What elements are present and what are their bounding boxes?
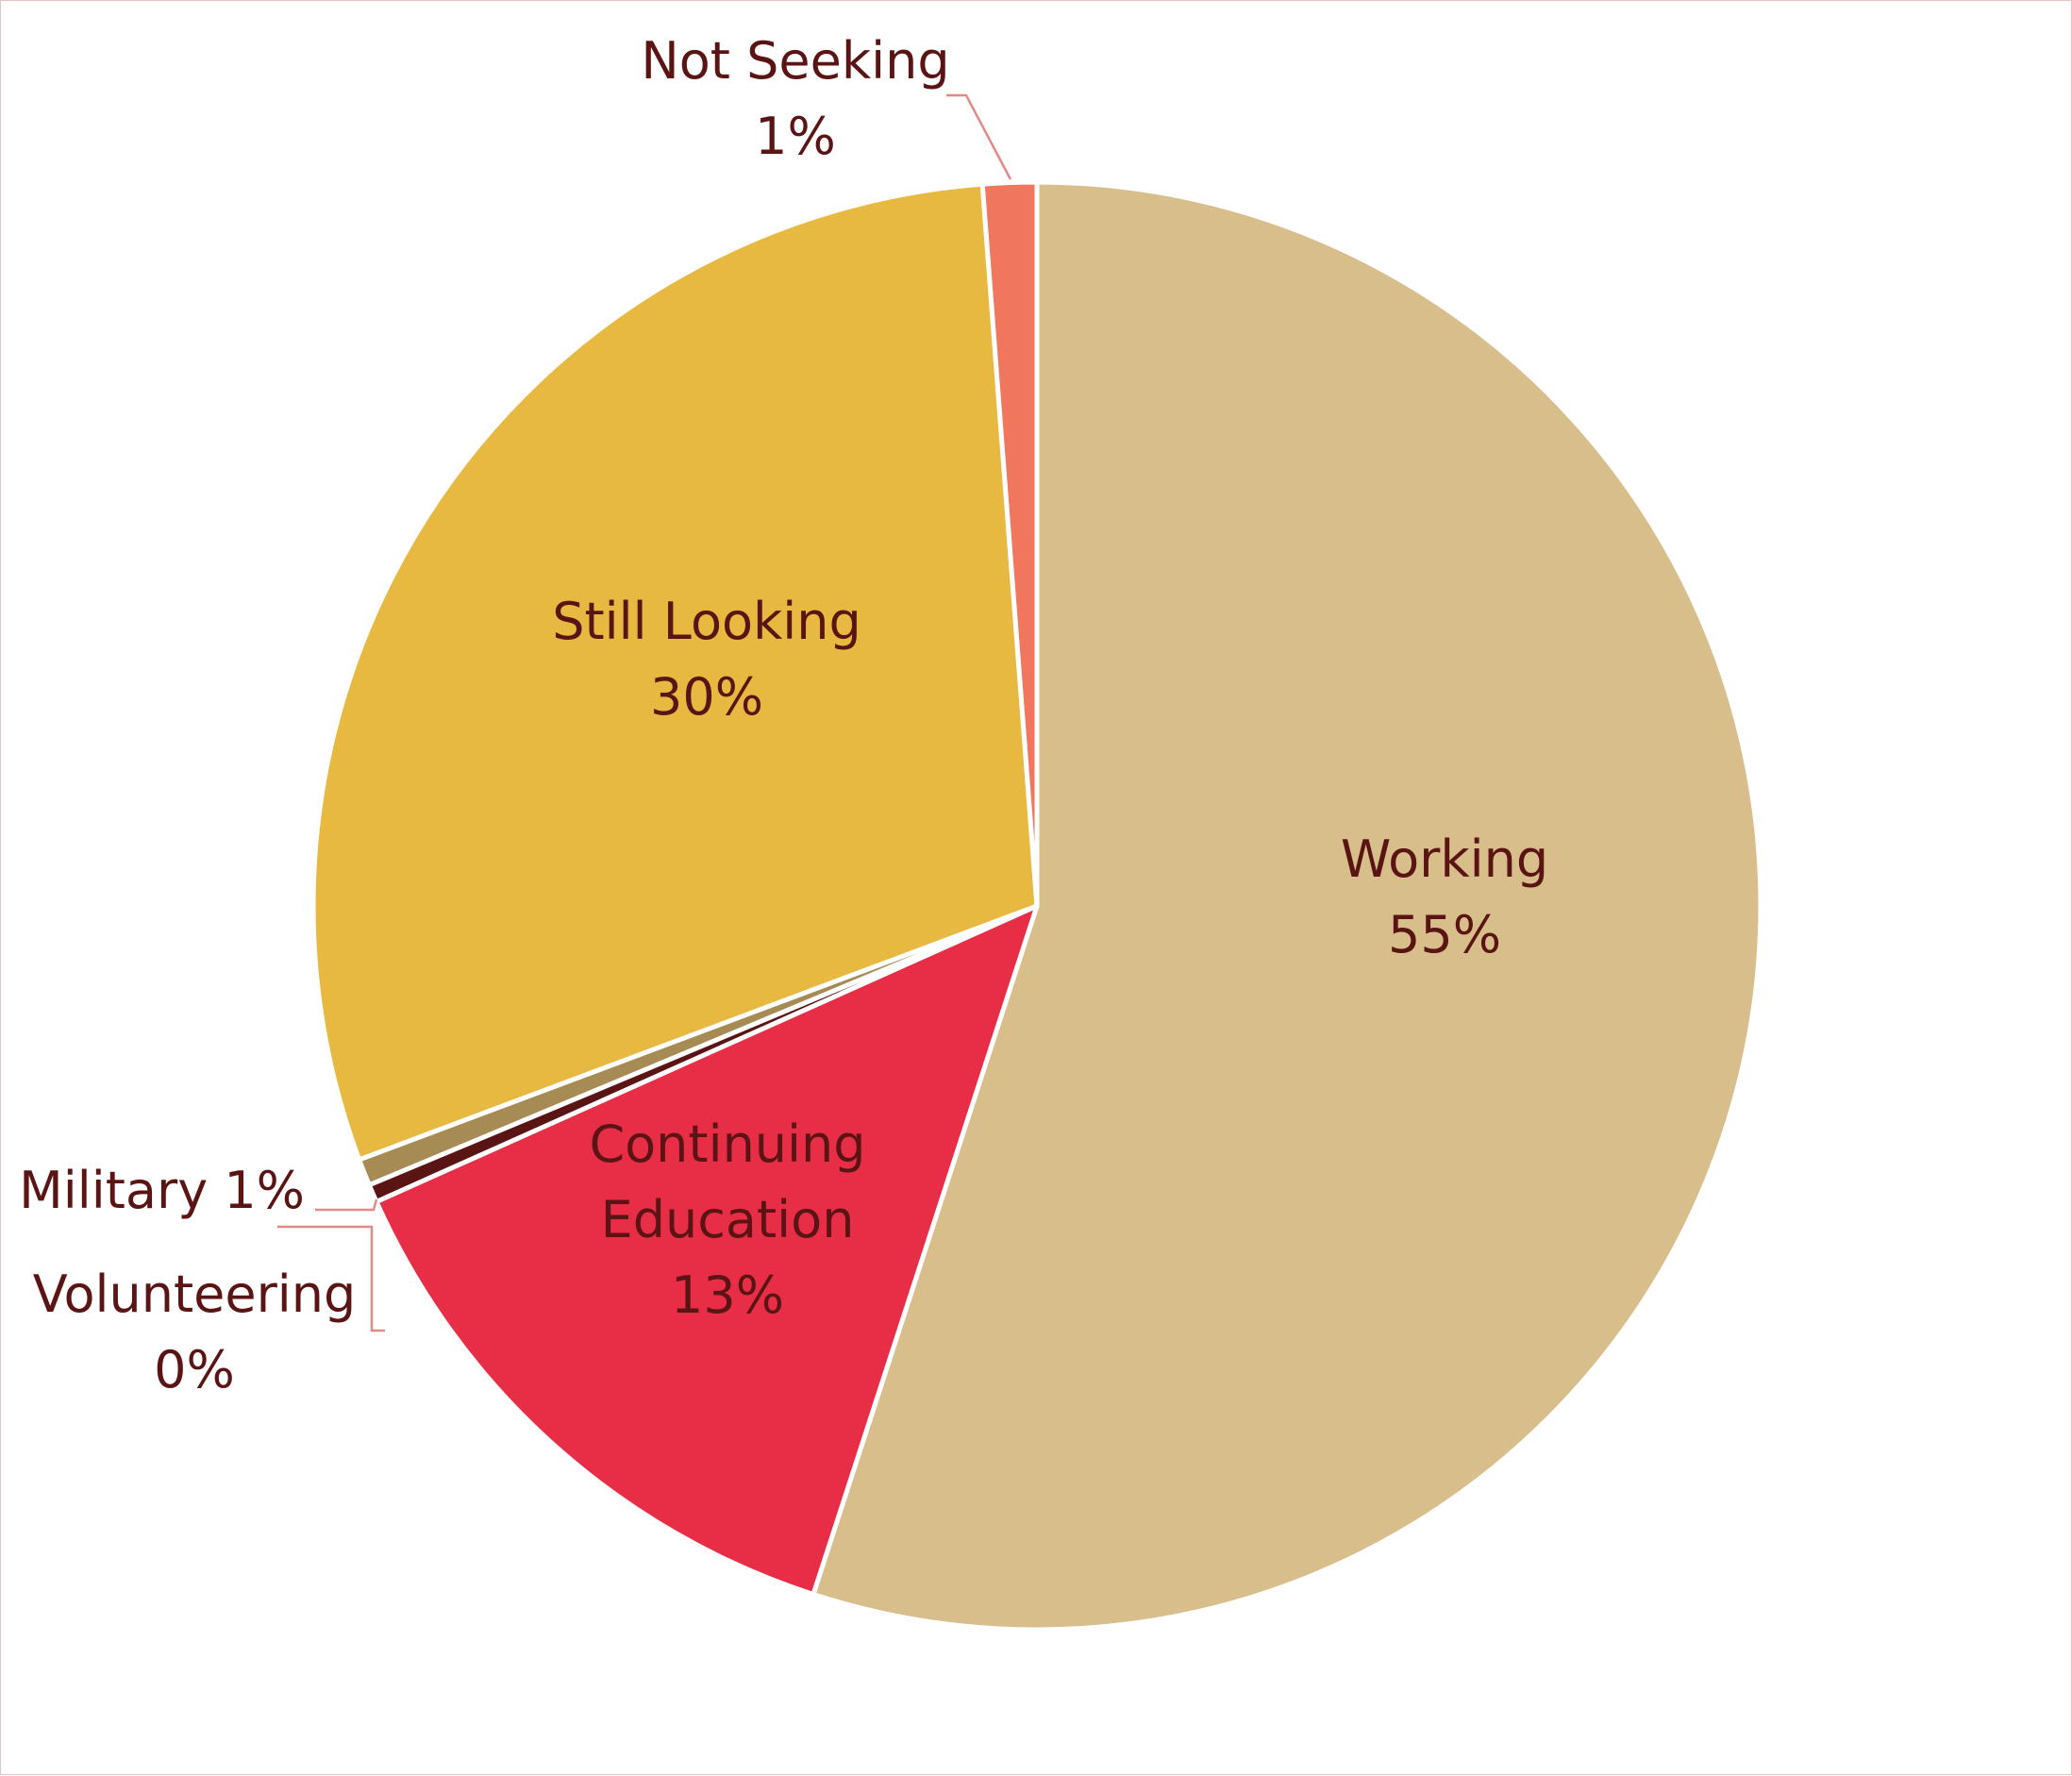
leader-line-military xyxy=(315,1198,378,1212)
label-not-seeking: Not Seeking 1% xyxy=(641,31,949,166)
name-label: Still Looking xyxy=(552,592,861,651)
slice-continuing-education xyxy=(374,903,1040,1597)
slice-labels: Working 55% Continuing Education 13% Voluntee… xyxy=(19,31,1548,1399)
leader-line-volunteering xyxy=(277,1225,385,1332)
name-label: Education xyxy=(601,1190,855,1249)
label-military: Military 1% xyxy=(19,1161,305,1220)
value-label: 0% xyxy=(154,1340,235,1399)
slice-working xyxy=(810,179,1763,1633)
name-label: Volunteering xyxy=(33,1265,357,1324)
label-volunteering: Volunteering 0% xyxy=(33,1265,357,1399)
name-label: Working xyxy=(1341,829,1548,889)
name-label: Military 1% xyxy=(19,1161,305,1220)
label-still-looking: Still Looking 30% xyxy=(552,592,861,727)
leader-line-not-seeking xyxy=(946,93,1012,180)
slice-still-looking xyxy=(310,181,1040,1163)
value-label: 30% xyxy=(650,667,763,727)
value-label: 13% xyxy=(671,1265,784,1325)
name-label: Not Seeking xyxy=(641,31,949,91)
leader-lines xyxy=(277,93,1012,1332)
value-label: 1% xyxy=(755,107,836,166)
slice-not-seeking xyxy=(979,179,1040,909)
name-label: Continuing xyxy=(589,1114,865,1174)
pie-slices xyxy=(310,179,1763,1633)
label-working: Working 55% xyxy=(1341,829,1548,964)
value-label: 55% xyxy=(1388,905,1501,964)
label-continuing-education: Continuing Education 13% xyxy=(589,1114,865,1325)
